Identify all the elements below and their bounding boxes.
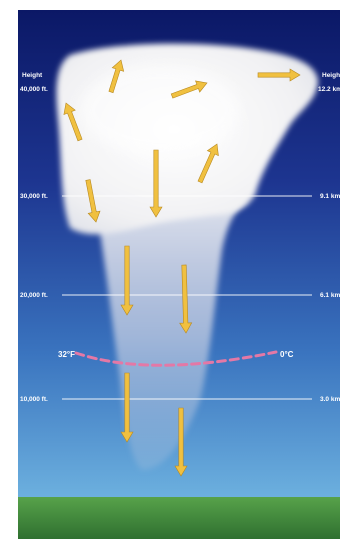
- arrow-icon: [63, 102, 83, 142]
- arrow-icon: [120, 245, 134, 316]
- right-tick-6-1: 6.1 km: [320, 292, 340, 299]
- arrow-icon: [179, 264, 193, 334]
- arrow-icon: [85, 179, 101, 223]
- freezing-level-line: [74, 350, 278, 367]
- freezing-label-fahrenheit: 32°F: [58, 350, 75, 359]
- arrow-icon: [174, 407, 188, 477]
- right-tick-12-2: 12.2 km: [318, 86, 342, 93]
- right-tick-9-1: 9.1 km: [320, 193, 340, 200]
- right-axis-title: Height: [322, 72, 343, 79]
- left-tick-10000: 10,000 ft.: [20, 396, 48, 403]
- left-axis-title: Height: [22, 72, 43, 79]
- precipitation-shaft: [95, 200, 250, 470]
- right-tick-3-0: 3.0 km: [320, 396, 340, 403]
- arrow-icon: [120, 372, 134, 443]
- left-tick-20000: 20,000 ft.: [20, 292, 48, 299]
- cloud-highlight: [80, 65, 240, 155]
- arrow-icon: [197, 143, 219, 184]
- airflow-arrows: [63, 59, 301, 477]
- left-tick-40000: 40,000 ft.: [20, 86, 48, 93]
- ground: [18, 497, 340, 539]
- arrow-icon: [108, 59, 125, 94]
- freezing-label-celsius: 0°C: [280, 350, 294, 359]
- arrow-icon: [170, 80, 208, 99]
- left-tick-30000: 30,000 ft.: [20, 193, 48, 200]
- arrow-icon: [149, 149, 163, 218]
- arrow-icon: [257, 68, 301, 82]
